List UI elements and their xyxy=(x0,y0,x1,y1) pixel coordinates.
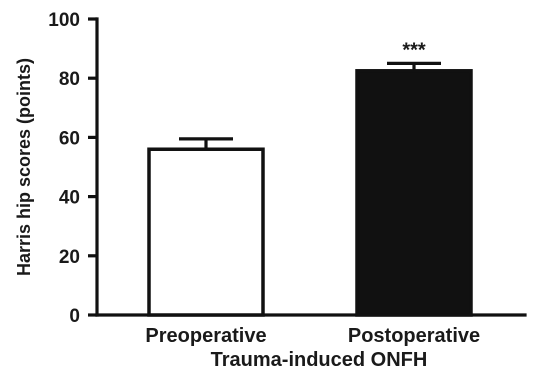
y-tick-label: 0 xyxy=(69,306,80,327)
y-axis: 0 20 40 60 80 100 xyxy=(48,10,99,327)
y-tick-label: 100 xyxy=(48,10,80,31)
significance-marker: *** xyxy=(402,39,426,61)
x-tick-label: Postoperative xyxy=(348,325,480,347)
x-axis: Preoperative Postoperative xyxy=(95,313,527,347)
y-tick-label: 20 xyxy=(59,247,80,268)
y-axis-label: Harris hip scores (points) xyxy=(14,58,34,276)
x-tick-label: Preoperative xyxy=(145,325,266,347)
bar-postoperative xyxy=(355,69,473,317)
y-tick-label: 80 xyxy=(59,69,80,90)
bar-preoperative xyxy=(147,147,265,317)
y-tick-label: 60 xyxy=(59,128,80,149)
x-axis-label: Trauma-induced ONFH xyxy=(211,349,428,371)
y-tick-label: 40 xyxy=(59,188,80,209)
bars: *** xyxy=(147,39,473,317)
